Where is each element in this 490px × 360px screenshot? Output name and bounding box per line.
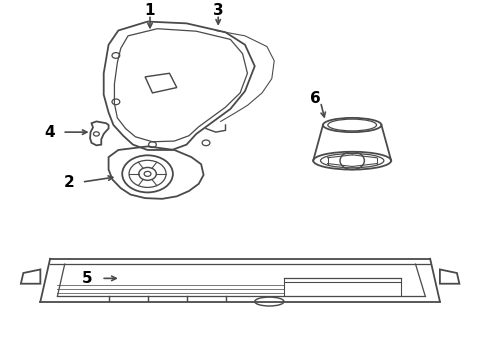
Text: 4: 4 — [45, 125, 55, 140]
Text: 1: 1 — [145, 3, 155, 18]
Text: 6: 6 — [310, 91, 321, 106]
Text: 3: 3 — [213, 3, 223, 18]
Text: 5: 5 — [81, 271, 92, 286]
Text: 2: 2 — [64, 175, 75, 190]
